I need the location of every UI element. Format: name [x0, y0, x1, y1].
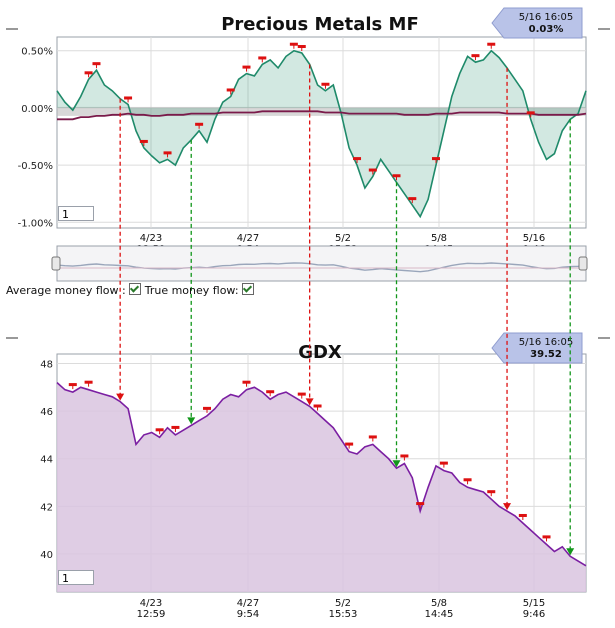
average-money-flow-label: Average money flow :: [6, 284, 126, 297]
mf-callout-value: 0.03%: [529, 24, 564, 35]
gdx-price-line: [56, 382, 587, 567]
mf-callout-date: 5/16 16:05: [519, 12, 573, 23]
money-flow-toggles: Average money flow : True money flow:: [6, 283, 258, 297]
mf-callout-box: [491, 7, 583, 39]
gdx-signal-marker: [345, 442, 354, 446]
average-money-flow-checkbox[interactable]: [128, 283, 141, 295]
gdx-signal-marker: [368, 435, 377, 439]
signal-arrow-buy: [392, 460, 401, 468]
gdx-callout-box: [491, 332, 583, 364]
mf-true-flow-line: [56, 49, 587, 219]
true-money-flow-label: True money flow:: [144, 284, 239, 297]
mf-signal-marker: [431, 157, 440, 161]
mf-signal-marker: [258, 56, 267, 60]
gdx-x-tick-date: 5/15: [523, 598, 545, 609]
gdx-signal-marker: [400, 454, 409, 458]
gdx-signal-marker: [266, 390, 275, 394]
gdx-signal-marker: [463, 478, 472, 482]
mf-y-tick-label: 0.00%: [21, 104, 53, 115]
gdx-chart-title: GDX: [298, 342, 342, 363]
mf-average-flow-line: [57, 110, 587, 121]
mf-signal-marker: [84, 71, 93, 75]
mf-signal-marker: [289, 42, 298, 46]
mf-x-tick-date: 5/2: [335, 233, 351, 244]
mf-signal-marker: [321, 82, 330, 86]
signal-arrow-buy: [187, 417, 196, 425]
mf-signal-marker: [526, 111, 535, 115]
gdx-y-tick-label: 40: [40, 550, 53, 561]
gdx-signal-marker: [84, 380, 93, 384]
signal-arrow-sell: [116, 393, 125, 401]
mf-y-tick-label: -1.00%: [18, 218, 53, 229]
gdx-signal-marker: [542, 535, 551, 539]
gdx-x-tick-date: 5/2: [335, 598, 351, 609]
true-money-flow-checkbox[interactable]: [241, 283, 254, 295]
gdx-signal-marker: [297, 392, 306, 396]
gdx-signal-marker: [416, 502, 425, 506]
gdx-price-area: [57, 382, 586, 592]
mf-signal-marker: [487, 42, 496, 46]
mf-y-tick-label: 0.50%: [21, 47, 53, 58]
gdx-x-tick-time: 9:46: [523, 609, 545, 620]
mf-signal-marker: [297, 45, 306, 49]
gdx-x-tick-time: 14:45: [425, 609, 454, 620]
mf-callout: 5/16 16:050.03%: [491, 7, 583, 39]
mf-plot-area: [56, 36, 587, 229]
gdx-x-tick-date: 4/27: [237, 598, 259, 609]
mf-signal-marker: [226, 88, 235, 92]
gdx-signal-marker: [439, 461, 448, 465]
mf-signal-marker: [408, 197, 417, 201]
mf-signal-marker: [195, 122, 204, 126]
gdx-signal-marker: [242, 380, 251, 384]
gdx-signal-marker: [171, 425, 180, 429]
mf-signal-marker: [139, 139, 148, 143]
gdx-callout-value: 39.52: [530, 349, 562, 360]
gdx-y-tick-label: 48: [40, 360, 53, 371]
signal-arrow-sell: [503, 503, 512, 511]
gdx-signal-marker: [313, 404, 322, 408]
gdx-signal-marker: [518, 513, 527, 517]
gdx-y-tick-label: 46: [40, 407, 53, 418]
mf-y-tick-label: -0.50%: [18, 161, 53, 172]
mf-x-tick-date: 4/27: [237, 233, 259, 244]
gdx-signal-marker: [487, 490, 496, 494]
signal-arrow-sell: [305, 398, 314, 406]
mf-signal-marker: [163, 151, 172, 155]
signal-arrow-buy: [566, 548, 575, 556]
navigator-right-handle: [578, 256, 588, 271]
mf-x-tick-date: 4/23: [140, 233, 162, 244]
mf-signal-marker: [368, 168, 377, 172]
mf-period-input[interactable]: 1: [58, 206, 94, 221]
navigator-left-handle: [51, 256, 61, 271]
gdx-x-tick-date: 4/23: [140, 598, 162, 609]
mf-signal-marker: [124, 96, 133, 100]
gdx-x-tick-date: 5/8: [431, 598, 447, 609]
gdx-callout-date: 5/16 16:05: [519, 337, 573, 348]
mf-signal-marker: [471, 54, 480, 58]
mf-signal-marker: [242, 65, 251, 69]
mf-signal-marker: [92, 62, 101, 66]
mf-signal-marker: [392, 174, 401, 178]
mf-x-tick-date: 5/8: [431, 233, 447, 244]
gdx-signal-marker: [155, 428, 164, 432]
gdx-x-tick-time: 15:53: [329, 609, 358, 620]
mf-chart-title: Precious Metals MF: [221, 14, 419, 35]
mf-signal-marker: [353, 157, 362, 161]
gdx-signal-marker: [68, 383, 77, 387]
mf-x-tick-date: 5/16: [523, 233, 545, 244]
gdx-signal-marker: [203, 406, 212, 410]
gdx-period-input[interactable]: 1: [58, 570, 94, 585]
gdx-y-tick-label: 44: [40, 455, 53, 466]
gdx-x-tick-time: 12:59: [137, 609, 166, 620]
gdx-y-tick-label: 42: [40, 502, 53, 513]
gdx-x-tick-time: 9:54: [237, 609, 259, 620]
